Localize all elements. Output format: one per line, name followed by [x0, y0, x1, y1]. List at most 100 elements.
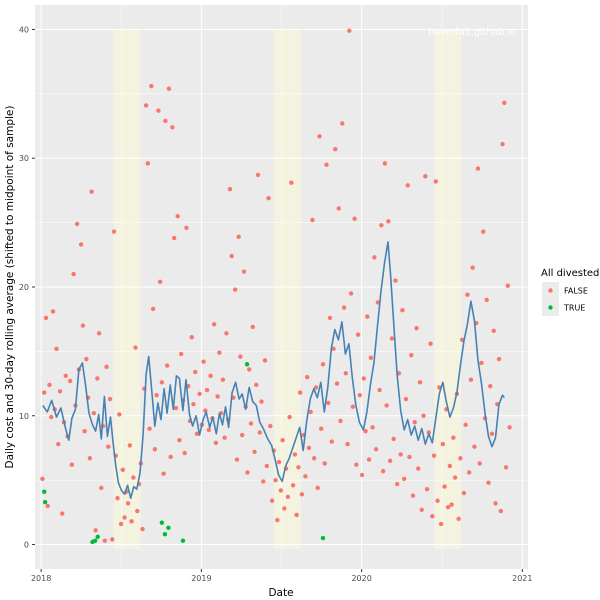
data-point-false	[468, 377, 474, 382]
data-point-false	[204, 387, 210, 393]
data-point-false	[477, 461, 482, 466]
data-point-false	[488, 383, 493, 389]
legend-dot-false	[548, 288, 553, 293]
data-point-false	[57, 389, 63, 394]
data-point-false	[99, 485, 104, 491]
data-point-false	[372, 255, 377, 260]
data-point-false	[93, 528, 98, 533]
data-point-false	[340, 121, 345, 126]
data-point-false	[178, 351, 184, 357]
data-point-false	[324, 162, 329, 167]
data-point-false	[206, 427, 212, 433]
data-point-true	[42, 489, 47, 494]
legend-dot-true	[548, 305, 553, 310]
data-point-false	[348, 291, 354, 296]
data-point-false	[449, 502, 454, 507]
data-point-false	[412, 420, 417, 425]
y-axis-title: Daily cost and 30-day rolling average (s…	[4, 106, 16, 469]
data-point-false	[78, 242, 84, 247]
data-point-false	[163, 118, 168, 124]
data-point-false	[407, 454, 412, 460]
data-point-false	[391, 436, 396, 442]
data-point-false	[297, 390, 303, 395]
data-point-false	[164, 363, 170, 368]
data-point-false	[49, 414, 54, 420]
data-point-false	[264, 463, 269, 469]
data-point-false	[306, 445, 312, 451]
data-point-false	[102, 538, 108, 543]
data-point-false	[111, 229, 117, 234]
data-point-false	[507, 425, 512, 430]
data-point-false	[159, 380, 165, 385]
legend-label-false: FALSE	[564, 287, 588, 296]
data-point-false	[409, 353, 414, 358]
data-point-false	[403, 396, 409, 402]
data-point-false	[269, 498, 275, 503]
data-point-false	[312, 456, 317, 461]
data-point-false	[313, 385, 319, 390]
data-point-false	[503, 465, 509, 470]
data-point-false	[248, 421, 254, 426]
data-point-false	[502, 100, 507, 106]
data-point-true	[42, 499, 48, 505]
data-point-false	[182, 450, 187, 456]
data-point-false	[352, 216, 357, 221]
data-point-false	[398, 452, 403, 457]
data-point-true	[180, 538, 186, 543]
data-point-false	[486, 480, 491, 485]
data-point-false	[359, 472, 365, 478]
data-point-false	[152, 447, 158, 452]
data-point-false	[343, 371, 349, 376]
data-point-true	[92, 538, 98, 543]
y-tick-label: 40	[19, 25, 29, 34]
data-point-false	[84, 356, 89, 362]
data-point-false	[319, 426, 324, 431]
data-point-false	[42, 390, 47, 395]
data-point-false	[278, 488, 284, 493]
data-point-false	[285, 494, 291, 500]
legend: All divested FALSE TRUE	[541, 268, 599, 316]
x-axis-ticks: 2018 2019 2020 2021	[31, 569, 532, 583]
data-point-false	[282, 506, 287, 511]
data-point-false	[290, 483, 296, 488]
data-point-false	[117, 412, 122, 417]
y-tick-label: 10	[19, 412, 29, 421]
data-point-false	[387, 458, 393, 464]
data-point-false	[175, 213, 180, 219]
data-point-false	[329, 439, 334, 444]
data-point-false	[229, 253, 234, 259]
data-point-false	[173, 405, 179, 411]
data-point-false	[262, 358, 268, 363]
data-point-false	[217, 350, 222, 355]
data-point-false	[320, 362, 326, 367]
data-point-false	[365, 314, 370, 319]
data-point-false	[400, 307, 405, 313]
data-point-false	[127, 443, 133, 448]
data-point-false	[71, 271, 76, 277]
data-point-false	[428, 341, 433, 346]
data-point-false	[370, 425, 375, 430]
data-point-true	[166, 525, 171, 530]
x-tick-label: 2021	[512, 574, 532, 583]
data-point-false	[197, 391, 202, 397]
data-point-false	[366, 457, 372, 462]
data-point-false	[147, 426, 152, 431]
data-point-false	[213, 440, 219, 446]
data-point-false	[389, 336, 395, 341]
data-point-false	[431, 453, 437, 458]
data-point-false	[60, 511, 65, 516]
data-point-false	[440, 441, 446, 447]
data-point-false	[96, 331, 102, 336]
data-point-false	[227, 186, 233, 192]
data-point-false	[275, 517, 280, 523]
data-point-false	[54, 346, 59, 352]
data-point-false	[465, 292, 470, 297]
data-point-false	[333, 147, 338, 152]
data-point-false	[373, 447, 379, 452]
data-point-false	[220, 377, 226, 382]
data-point-false	[442, 484, 447, 489]
data-point-false	[433, 179, 439, 184]
data-point-false	[236, 234, 241, 239]
data-point-false	[430, 514, 435, 519]
